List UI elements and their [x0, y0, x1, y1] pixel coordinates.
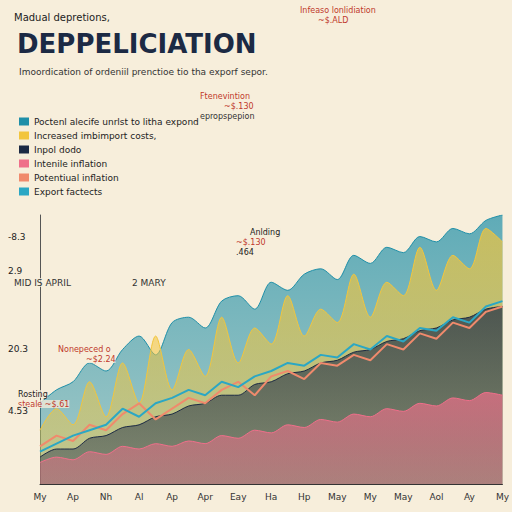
svg-text:Poctenl alecife unrlst to lith: Poctenl alecife unrlst to litha expond: [34, 117, 199, 127]
svg-text:May: May: [394, 492, 413, 502]
svg-text:Ap: Ap: [166, 492, 178, 502]
svg-text:Inpol dodo: Inpol dodo: [34, 145, 82, 155]
svg-text:May: May: [328, 492, 347, 502]
svg-text:~$2.24: ~$2.24: [86, 355, 116, 364]
svg-text:Hp: Hp: [298, 492, 311, 502]
svg-text:Export factects: Export factects: [34, 187, 102, 197]
svg-text:-8.3: -8.3: [8, 232, 26, 242]
svg-text:epropspepion: epropspepion: [200, 112, 255, 121]
svg-text:My: My: [496, 492, 510, 502]
svg-text:4.53: 4.53: [8, 406, 28, 416]
svg-text:Infeaso lonlidiation: Infeaso lonlidiation: [300, 6, 376, 15]
svg-text:Al: Al: [135, 492, 144, 502]
svg-text:Apr: Apr: [197, 492, 213, 502]
svg-text:20.3: 20.3: [8, 344, 28, 354]
svg-text:steale ~$.61: steale ~$.61: [18, 399, 70, 409]
svg-text:~$.130: ~$.130: [224, 102, 254, 111]
svg-text:DEPPELICIATION: DEPPELICIATION: [17, 29, 257, 59]
svg-text:My: My: [33, 492, 47, 502]
svg-text:Increased imbimport costs,: Increased imbimport costs,: [34, 131, 156, 141]
svg-text:Madual depretions,: Madual depretions,: [14, 12, 110, 23]
svg-text:Aol: Aol: [429, 492, 443, 502]
svg-text:My: My: [364, 492, 378, 502]
svg-text:MID IS APRIL: MID IS APRIL: [14, 278, 71, 288]
svg-text:Eay: Eay: [230, 492, 247, 502]
svg-text:Nh: Nh: [100, 492, 112, 502]
svg-text:2.9: 2.9: [8, 266, 23, 276]
svg-text:.464: .464: [236, 248, 254, 257]
svg-text:Nonepeced o: Nonepeced o: [58, 345, 111, 354]
svg-text:Rosting: Rosting: [18, 390, 48, 399]
svg-text:Anlding: Anlding: [250, 228, 280, 237]
svg-text:Potentiual inflation: Potentiual inflation: [34, 173, 119, 183]
svg-text:Intenile inflation: Intenile inflation: [34, 159, 107, 169]
svg-text:Ap: Ap: [67, 492, 79, 502]
svg-text:~$.130: ~$.130: [236, 238, 266, 247]
svg-text:Imoordication of ordeniil pren: Imoordication of ordeniil prenctioe tio …: [19, 67, 268, 77]
svg-text:Ha: Ha: [265, 492, 277, 502]
svg-text:2 MARY: 2 MARY: [132, 278, 166, 288]
svg-text:~$.ALD: ~$.ALD: [318, 16, 348, 25]
svg-text:Ay: Ay: [464, 492, 476, 502]
svg-text:Ftenevintion: Ftenevintion: [200, 92, 250, 101]
